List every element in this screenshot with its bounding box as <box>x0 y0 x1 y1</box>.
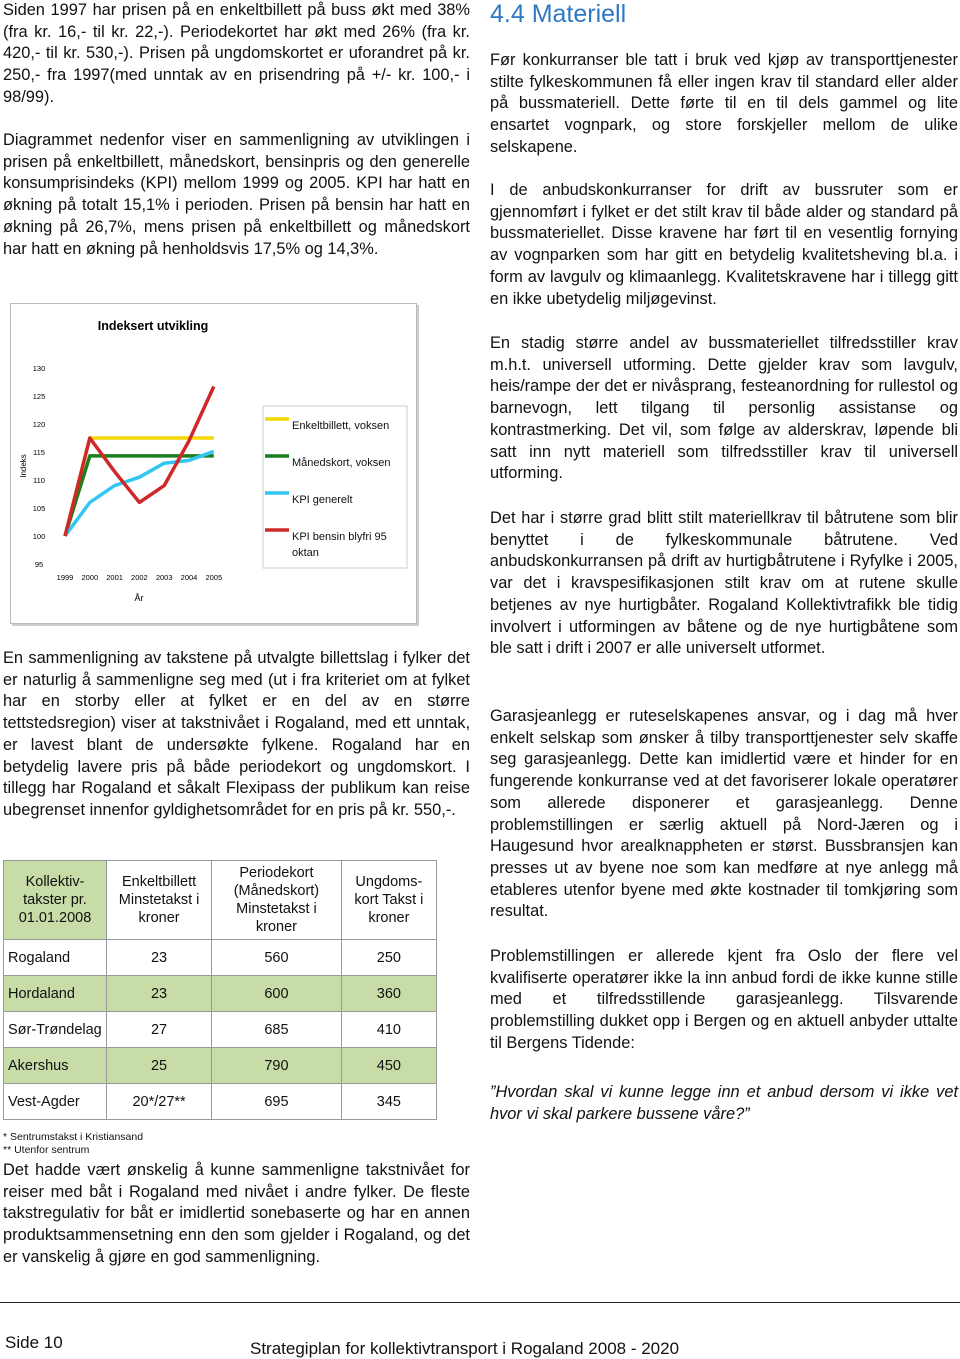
chart-title: Indeksert utvikling <box>98 319 208 333</box>
chart: Indeksert utvikling Indeks År 95 100 105 110 11… <box>10 303 417 624</box>
x-tick-label: 2001 <box>106 573 123 582</box>
table-row: Akershus 25 790 450 <box>3 1047 438 1084</box>
y-tick-label: 125 <box>33 392 46 401</box>
series-line <box>63 449 215 538</box>
y-tick-label: 110 <box>33 476 45 485</box>
y-tick-label: 95 <box>35 560 43 569</box>
x-axis-label: År <box>135 593 144 603</box>
y-tick-label: 100 <box>33 532 46 541</box>
table-cell: 695 <box>211 1083 342 1120</box>
table-cell: 25 <box>105 1047 213 1084</box>
table-cell: 560 <box>211 939 342 976</box>
paragraph: Det har i større grad blitt stilt materi… <box>490 509 958 658</box>
section-heading: 4.4 Materiell <box>490 0 627 28</box>
paragraph: En sammenligning av takstene på utvalgte… <box>3 649 470 819</box>
table-cell: 23 <box>105 975 213 1012</box>
paragraph: Diagrammet nedenfor viser en sammenligni… <box>3 131 470 258</box>
header-cell: Enkeltbillett Minstetakst i kroner <box>105 860 213 940</box>
page-number: Side 10 <box>5 1333 63 1352</box>
table-cell: 600 <box>211 975 342 1012</box>
y-tick-label: 120 <box>33 420 46 429</box>
table-cell: 685 <box>211 1011 342 1048</box>
x-tick-label: 2004 <box>181 573 198 582</box>
table-cell: 410 <box>340 1011 438 1048</box>
table-row: Rogaland 23 560 250 <box>3 939 438 976</box>
footnote: * Sentrumstakst i Kristiansand <box>3 1131 144 1143</box>
table-cell: Hordaland <box>3 975 107 1012</box>
table-cell: Akershus <box>3 1047 107 1084</box>
table-cell: Vest-Agder <box>3 1083 107 1120</box>
table-cell: 345 <box>340 1083 438 1120</box>
header-cell: Ungdoms-kort Takst i kroner <box>340 860 438 940</box>
table-cell: 20*/27** <box>105 1083 213 1120</box>
table-cell: 450 <box>340 1047 438 1084</box>
y-tick-label: 130 <box>33 364 46 373</box>
y-tick-label: 115 <box>33 448 45 457</box>
table-cell: 23 <box>105 939 213 976</box>
series-line <box>63 454 214 537</box>
footer-rule <box>0 1302 960 1303</box>
chart-svg: Indeksert utvikling Indeks År 95 100 105 110 11… <box>19 319 408 603</box>
table-row: Sør-Trøndelag 27 685 410 <box>3 1011 438 1048</box>
paragraph: Siden 1997 har prisen på en enkeltbillet… <box>3 1 470 106</box>
series-line <box>63 385 216 537</box>
x-tick-label: 1999 <box>57 573 74 582</box>
paragraph: Garasjeanlegg er ruteselskapenes ansvar,… <box>490 707 958 921</box>
table-cell: Rogaland <box>3 939 107 976</box>
table-cell: 790 <box>211 1047 342 1084</box>
paragraph: Det hadde vært ønskelig å kunne sammenli… <box>3 1161 470 1266</box>
footer-title: Strategiplan for kollektivtransport i Ro… <box>250 1339 680 1358</box>
x-tick-label: 2000 <box>81 573 98 582</box>
table-row: Hordaland 23 600 360 <box>3 975 438 1012</box>
table-cell: 360 <box>340 975 438 1012</box>
fare-table: Kollektiv-takster pr. 01.01.2008 Enkeltbi… <box>3 860 438 1120</box>
footnote: ** Utenfor sentrum <box>3 1144 90 1156</box>
legend-label: Månedskort, voksen <box>292 457 391 469</box>
x-tick-label: 2002 <box>131 573 148 582</box>
y-tick-label: 105 <box>33 504 46 513</box>
table-row: Vest-Agder 20*/27** 695 345 <box>3 1083 438 1120</box>
legend-label: Enkeltbillett, voksen <box>292 420 390 432</box>
paragraph: En stadig større andel av bussmaterielle… <box>490 334 958 483</box>
header-cell: Periodekort (Månedskort) Minstetakst i k… <box>211 860 342 940</box>
paragraph: I de anbudskonkurranser for drift av bus… <box>490 181 958 308</box>
quote: ”Hvordan skal vi kunne legge inn et anbu… <box>490 1083 958 1123</box>
table-cell: 27 <box>105 1011 213 1048</box>
y-axis-label: Indeks <box>19 454 28 478</box>
legend-label: KPI bensin blyfri 95 oktan <box>292 531 387 559</box>
x-tick-label: 2005 <box>205 573 222 582</box>
legend-label: KPI generelt <box>292 494 353 506</box>
header-row: Kollektiv-takster pr. 01.01.2008 Enkeltbi… <box>3 860 438 940</box>
legend-box <box>262 405 408 569</box>
paragraph: Problemstillingen er allerede kjent fra … <box>490 947 958 1052</box>
header-cell: Kollektiv-takster pr. 01.01.2008 <box>3 860 107 940</box>
table-cell: Sør-Trøndelag <box>3 1011 107 1048</box>
x-tick-label: 2003 <box>156 573 173 582</box>
table-cell: 250 <box>340 939 438 976</box>
paragraph: Før konkurranser ble tatt i bruk ved kjø… <box>490 51 958 156</box>
